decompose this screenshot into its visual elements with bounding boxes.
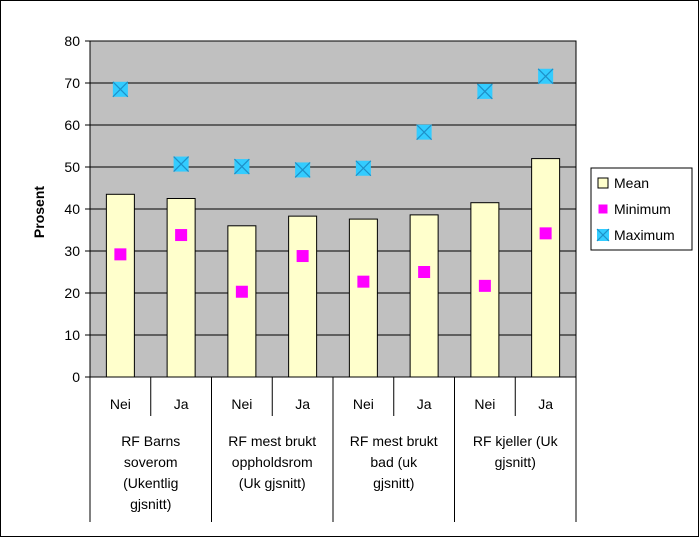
x-tick-label: Ja [538,396,553,412]
legend-swatch-maximum [596,228,610,242]
y-tick-label: 70 [64,75,80,91]
bar-mean [288,215,318,378]
y-tick-label: 0 [72,369,80,385]
marker-maximum [355,160,372,177]
group-label: RF Barns [121,433,180,449]
group-label: gjsnitt) [373,475,414,491]
legend-swatch-mean [597,177,609,189]
y-tick-label: 10 [64,327,80,343]
x-tick-label: Nei [231,396,252,412]
marker-minimum [235,285,248,298]
marker-maximum [416,124,433,141]
marker-maximum [112,81,129,98]
group-label: gjsnitt) [130,496,171,512]
y-axis-label: Prosent [31,186,47,238]
marker-minimum [478,279,491,292]
marker-minimum [418,266,431,278]
marker-minimum [357,275,370,288]
bar-mean [531,158,561,378]
y-tick-label: 80 [64,33,80,49]
y-tick-label: 60 [64,117,80,133]
group-label: (Ukentlig [123,475,178,491]
marker-maximum [173,156,190,172]
marker-maximum [294,162,311,178]
legend-label: Maximum [614,227,675,243]
group-label: oppholdsrom [232,454,313,470]
marker-maximum [476,83,493,100]
group-label: bad (uk [370,454,418,470]
x-tick-label: Ja [174,396,189,412]
x-tick-label: Ja [417,396,432,412]
legend-label: Minimum [614,201,671,217]
bar-mean [105,193,135,378]
group-label: RF mest brukt [228,433,316,449]
group-label: gjsnitt) [495,454,536,470]
legend: Mean Minimum Maximum [590,167,693,251]
marker-minimum [114,248,127,261]
group-label: soverom [124,454,178,470]
x-tick-label: Nei [110,396,131,412]
x-tick-label: Nei [353,396,374,412]
legend-swatch-minimum [598,204,608,214]
bar-mean [227,225,257,378]
legend-label: Mean [614,175,649,191]
group-label: (Uk gjsnitt) [239,475,306,491]
y-tick-label: 30 [64,243,80,259]
bar-mean [348,218,378,378]
group-label: RF kjeller (Uk [473,433,559,449]
x-tick-label: Ja [295,396,310,412]
bar-mean [409,214,439,378]
marker-minimum [296,250,309,263]
group-label: RF mest brukt [350,433,438,449]
marker-maximum [233,158,250,175]
marker-minimum [539,227,552,240]
y-tick-label: 40 [64,201,80,217]
bar-mean [166,198,196,378]
x-tick-label: Nei [474,396,495,412]
marker-minimum [175,229,188,242]
marker-maximum [537,68,554,85]
y-tick-label: 20 [64,285,80,301]
y-tick-label: 50 [64,159,80,175]
